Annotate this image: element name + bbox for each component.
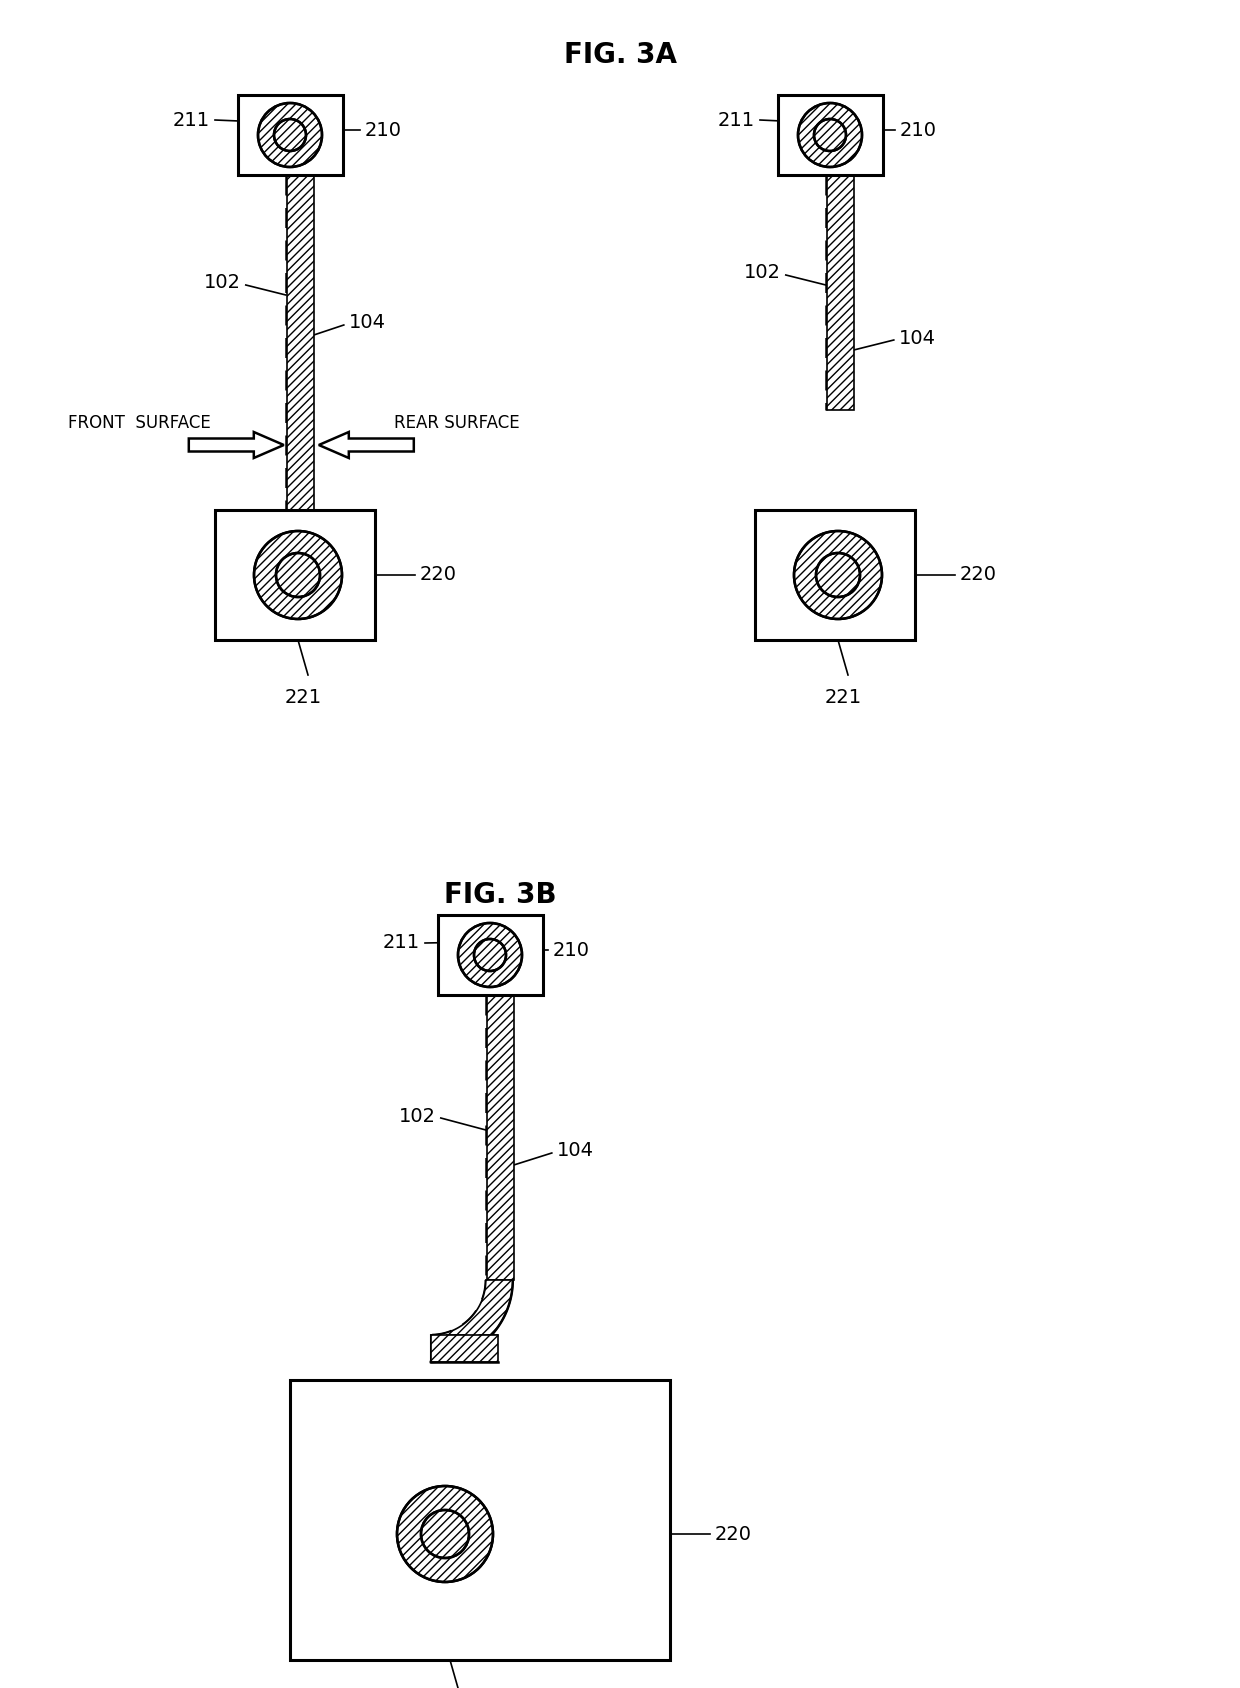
Circle shape bbox=[799, 103, 862, 167]
Bar bbox=[238, 95, 342, 176]
Text: 211: 211 bbox=[718, 110, 755, 130]
Circle shape bbox=[794, 532, 882, 619]
Circle shape bbox=[458, 923, 522, 987]
Circle shape bbox=[258, 103, 322, 167]
Text: REAR SURFACE: REAR SURFACE bbox=[394, 414, 520, 432]
Text: 210: 210 bbox=[553, 940, 590, 959]
Bar bbox=[755, 510, 915, 640]
Circle shape bbox=[397, 1485, 494, 1582]
Text: 211: 211 bbox=[383, 933, 420, 952]
Circle shape bbox=[813, 118, 846, 150]
Text: 211: 211 bbox=[172, 110, 210, 130]
Text: FRONT  SURFACE: FRONT SURFACE bbox=[68, 414, 211, 432]
Text: FIG. 3A: FIG. 3A bbox=[563, 41, 677, 69]
Bar bbox=[777, 95, 883, 176]
Text: 210: 210 bbox=[900, 120, 937, 140]
Bar bbox=[430, 1335, 498, 1362]
Text: FIG. 3B: FIG. 3B bbox=[444, 881, 557, 910]
Text: 210: 210 bbox=[365, 120, 402, 140]
Circle shape bbox=[277, 554, 320, 598]
Bar bbox=[215, 510, 374, 640]
Polygon shape bbox=[188, 432, 284, 457]
Text: 220: 220 bbox=[960, 565, 997, 584]
Text: 104: 104 bbox=[557, 1141, 594, 1161]
Text: 221: 221 bbox=[825, 689, 862, 707]
Circle shape bbox=[274, 118, 306, 150]
Circle shape bbox=[474, 939, 506, 971]
Text: 104: 104 bbox=[348, 314, 386, 333]
Polygon shape bbox=[319, 432, 414, 457]
Polygon shape bbox=[430, 1280, 513, 1362]
Circle shape bbox=[422, 1511, 469, 1558]
Text: 221: 221 bbox=[284, 689, 321, 707]
Text: 102: 102 bbox=[744, 263, 781, 282]
Bar bbox=[827, 176, 854, 410]
Text: 102: 102 bbox=[399, 1107, 435, 1126]
Bar bbox=[438, 915, 543, 994]
Circle shape bbox=[254, 532, 342, 619]
Text: 102: 102 bbox=[203, 273, 241, 292]
Bar bbox=[286, 176, 314, 510]
Bar bbox=[290, 1381, 670, 1659]
Text: 220: 220 bbox=[715, 1524, 751, 1543]
Text: 104: 104 bbox=[899, 329, 936, 348]
Circle shape bbox=[816, 554, 861, 598]
Text: 220: 220 bbox=[420, 565, 458, 584]
Bar bbox=[487, 994, 513, 1280]
